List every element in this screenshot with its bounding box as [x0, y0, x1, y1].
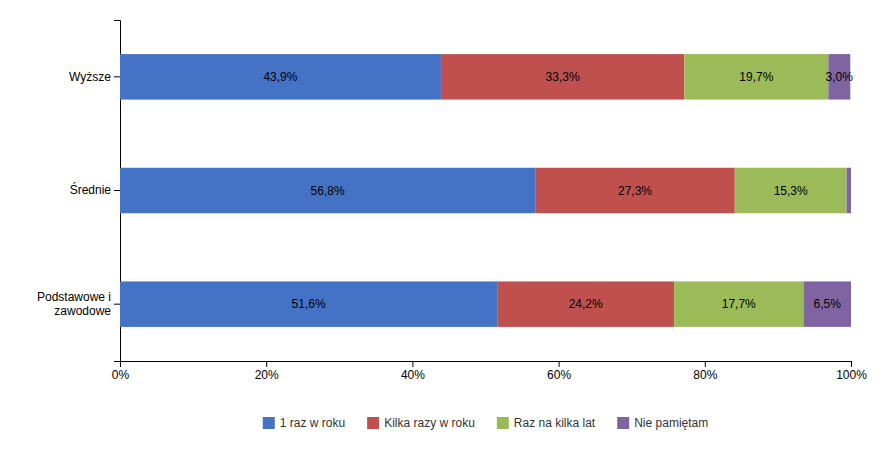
legend-swatch	[263, 417, 275, 429]
x-tick-mark	[705, 361, 706, 367]
y-tick: Średnie	[70, 182, 120, 197]
legend-label: Nie pamiętam	[634, 416, 708, 430]
legend-item: Nie pamiętam	[617, 416, 708, 430]
y-tick-mark	[114, 76, 120, 77]
x-tick: 0%	[112, 361, 130, 382]
x-axis: 0% 20% 40% 60% 80% 100%	[112, 361, 867, 382]
y-axis: Wyższe Średnie Podstawowe izawodowe	[37, 21, 121, 362]
legend-swatch	[617, 417, 629, 429]
y-tick-label: Średnie	[70, 182, 112, 197]
legend-swatch	[497, 417, 509, 429]
data-label: 51,6%	[292, 297, 326, 311]
y-tick: Podstawowe izawodowe	[37, 290, 120, 318]
x-tick: 80%	[693, 361, 717, 382]
legend-item: Raz na kilka lat	[497, 416, 596, 430]
x-tick-mark	[266, 361, 267, 367]
legend-label: Kilka razy w roku	[384, 416, 475, 430]
y-tick-label-line: Podstawowe i	[37, 290, 111, 304]
x-tick: 20%	[255, 361, 279, 382]
legend-item: Kilka razy w roku	[367, 416, 475, 430]
y-tick-mark	[114, 190, 120, 191]
y-tick-label: Podstawowe izawodowe	[37, 290, 111, 318]
data-label: 3,0%	[826, 70, 854, 84]
x-tick-label: 100%	[836, 368, 867, 382]
data-label: 17,7%	[722, 297, 756, 311]
data-label: 19,7%	[739, 70, 773, 84]
axis-domain	[121, 362, 852, 368]
bars	[120, 54, 851, 327]
legend: 1 raz w roku Kilka razy w roku Raz na kilk…	[263, 416, 708, 430]
data-label: 24,2%	[569, 297, 603, 311]
legend-label: 1 raz w roku	[280, 416, 345, 430]
bar	[497, 281, 674, 326]
y-tick-label-line: Wyższe	[69, 70, 111, 84]
bar	[803, 281, 851, 326]
y-tick-mark	[114, 304, 120, 305]
data-label: 56,8%	[311, 184, 345, 198]
bar	[735, 168, 847, 213]
axis-domain	[114, 21, 121, 362]
bar	[120, 54, 441, 99]
data-label: 33,3%	[546, 70, 580, 84]
y-tick: Wyższe	[69, 70, 120, 84]
x-tick: 60%	[547, 361, 571, 382]
chart-container: 0% 20% 40% 60% 80% 100% Wyższe Średnie Podstawow…	[0, 0, 881, 451]
x-tick-label: 20%	[255, 368, 279, 382]
bar	[847, 168, 851, 213]
y-tick-label: Wyższe	[69, 70, 111, 84]
chart: 0% 20% 40% 60% 80% 100% Wyższe Średnie Podstawow…	[0, 0, 881, 451]
bar	[441, 54, 684, 99]
y-tick-label-line: Średnie	[70, 182, 112, 197]
x-tick: 40%	[401, 361, 425, 382]
bar	[120, 281, 497, 326]
legend-swatch	[367, 417, 379, 429]
data-label: 6,5%	[814, 297, 842, 311]
x-tick-mark	[412, 361, 413, 367]
bar	[535, 168, 735, 213]
bar	[684, 54, 828, 99]
data-labels: 43,9% 56,8% 51,6% 33,3% 27,3% 24,2% 19,7% 15,3%…	[263, 70, 853, 311]
data-label: 43,9%	[263, 70, 297, 84]
bar	[120, 168, 535, 213]
legend-item: 1 raz w roku	[263, 416, 345, 430]
x-tick-mark	[851, 361, 852, 367]
data-label: 15,3%	[774, 184, 808, 198]
legend-label: Raz na kilka lat	[514, 416, 596, 430]
x-tick-mark	[559, 361, 560, 367]
x-tick: 100%	[836, 361, 867, 382]
x-tick-label: 40%	[401, 368, 425, 382]
x-tick-label: 80%	[693, 368, 717, 382]
x-tick-label: 0%	[112, 368, 130, 382]
x-tick-label: 60%	[547, 368, 571, 382]
bar	[674, 281, 803, 326]
series	[803, 54, 851, 327]
data-label: 27,3%	[618, 184, 652, 198]
y-tick-label-line: zawodowe	[54, 304, 111, 318]
